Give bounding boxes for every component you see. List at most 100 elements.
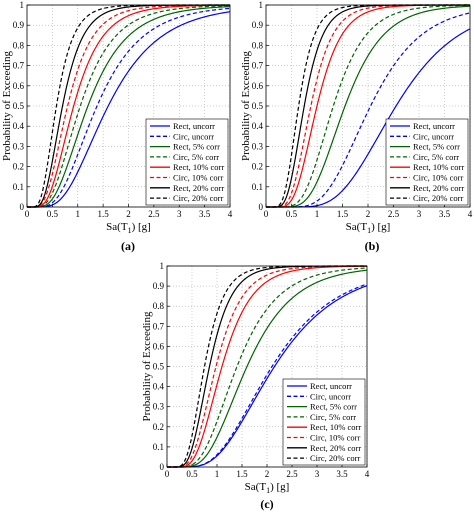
y-tick-label: 0.8 [153,301,165,311]
legend-entry: Circ, 5% corr [173,152,219,162]
y-tick-label: 0.2 [13,162,24,172]
x-axis-label: Sa(T1) [g] [346,221,391,235]
legend-entry: Rect, 20% corr [173,183,224,193]
chart-panel-b: 0 0.5 1 1.5 2 2.5 3 3.5 4 0 0.1 0.2 0.3 0.4 0.5 0.6 0.7 0… [240,0,473,253]
x-tick-label: 1 [76,209,81,219]
y-tick-label: 0.8 [252,40,264,50]
x-tick-label: 0 [264,209,269,219]
y-tick-label: 0 [20,202,25,212]
y-tick-label: 0.1 [153,442,164,452]
series-line-circ-10-corr [266,4,470,208]
x-tick-label: 0 [165,469,170,479]
legend-entry: Circ, 20% corr [413,193,463,203]
legend-box [145,118,229,206]
x-tick-label: 4 [468,209,473,219]
x-tick-label: 2 [126,209,131,219]
legend-entry: Rect, uncorr [413,121,455,131]
y-tick-label: 0.6 [13,81,25,91]
legend-entry: Rect, 10% corr [173,162,224,172]
series-line-rect-5-corr [27,6,231,208]
legend-box [385,118,469,206]
series-line-rect-10-corr [167,265,368,468]
y-tick-label: 0.3 [13,141,25,151]
y-tick-label: 0.9 [252,20,264,30]
y-axis-label: Probability of Exceeding [141,311,153,421]
x-tick-label: 3 [315,469,320,479]
legend-entry: Circ, 20% corr [173,193,223,203]
y-tick-label: 0.1 [252,182,263,192]
x-tick-label: 0 [25,209,30,219]
y-tick-label: 0 [259,202,264,212]
x-tick-label: 3.5 [439,209,451,219]
x-tick-label: 2 [265,469,270,479]
series-line-rect-uncorr [27,11,231,208]
legend-entry: Circ, uncorr [413,131,454,141]
y-tick-label: 0.2 [252,162,263,172]
x-tick-label: 4 [228,209,233,219]
x-tick-label: 1 [215,469,220,479]
y-tick-label: 0.5 [13,101,25,111]
x-tick-label: 1.5 [337,209,349,219]
y-tick-label: 0 [160,462,165,472]
y-axis-label: Probability of Exceeding [240,51,252,161]
x-axis-label: Sa(T1) [g] [245,481,290,495]
panel-label: (c) [260,497,273,511]
y-tick-label: 0.5 [252,101,264,111]
series-line-circ-10-corr [167,265,368,468]
legend-entry: Circ, 10% corr [310,433,360,443]
x-tick-label: 2.5 [286,469,298,479]
y-tick-label: 0.2 [153,422,164,432]
x-tick-label: 3.5 [199,209,211,219]
series-line-rect-5-corr [266,5,471,208]
x-tick-label: 0.5 [286,209,298,219]
x-tick-label: 3 [177,209,182,219]
x-tick-label: 1 [315,209,320,219]
chart-panel-c: 0 0.5 1 1.5 2 2.5 3 3.5 4 0 0.1 0.2 0.3 0.4 0.5 0.6 0.7 0… [141,261,370,511]
x-tick-label: 1.5 [98,209,110,219]
y-tick-label: 0.7 [252,61,264,71]
series-line-circ-uncorr [167,283,368,468]
x-tick-label: 2 [366,209,371,219]
y-tick-label: 0.9 [153,281,165,291]
y-tick-label: 0.4 [13,121,25,131]
legend-entry: Circ, 5% corr [310,412,356,422]
legend-entry: Rect, 20% corr [310,443,361,453]
x-tick-label: 4 [365,469,370,479]
legend-entry: Rect, 10% corr [413,162,464,172]
legend-entry: Rect, uncorr [173,121,215,131]
y-tick-label: 0.1 [13,182,24,192]
legend-entry: Circ, 20% corr [310,453,360,463]
legend-entry: Rect, 10% corr [310,422,361,432]
x-tick-label: 0.5 [186,469,198,479]
legend-entry: Circ, 10% corr [413,173,463,183]
panel-label: (b) [365,239,380,253]
legend-entry: Rect, uncorr [310,381,352,391]
x-tick-label: 1.5 [236,469,248,479]
y-tick-label: 0.7 [13,61,25,71]
series-line-rect-10-corr [27,4,231,208]
y-tick-label: 0.3 [252,141,264,151]
y-tick-label: 0.8 [13,40,25,50]
series-line-rect-5-corr [167,269,368,468]
legend-entry: Circ, uncorr [310,391,351,401]
y-tick-label: 0.9 [13,20,25,30]
y-tick-label: 1 [20,0,25,10]
x-tick-label: 3.5 [336,469,348,479]
legend-entry: Rect, 5% corr [413,142,460,152]
series-line-circ-10-corr [27,4,230,208]
y-tick-label: 0.4 [252,121,264,131]
legend-entry: Rect, 5% corr [310,402,357,412]
chart-panel-a: 0 0.5 1 1.5 2 2.5 3 3.5 4 0 0.1 0.2 0.3 0.4 0.5 0.6 0.7 0… [1,0,233,253]
x-tick-label: 2.5 [148,209,160,219]
legend-entry: Rect, 20% corr [413,183,464,193]
x-axis-label: Sa(T1) [g] [106,221,151,235]
x-tick-label: 2.5 [388,209,400,219]
x-tick-label: 0.5 [47,209,59,219]
y-tick-label: 0.6 [252,81,264,91]
y-tick-label: 1 [160,261,165,271]
legend-entry: Rect, 5% corr [173,142,220,152]
y-axis-label: Probability of Exceeding [1,51,13,161]
